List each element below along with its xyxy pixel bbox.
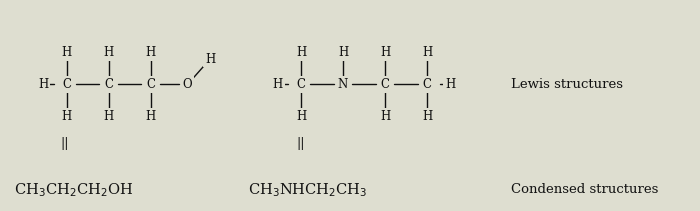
- Text: H: H: [62, 110, 71, 123]
- Text: C: C: [381, 78, 389, 91]
- Text: H: H: [296, 46, 306, 59]
- Text: H: H: [273, 78, 283, 91]
- Text: H: H: [422, 110, 432, 123]
- Text: CH$_3$CH$_2$CH$_2$OH: CH$_3$CH$_2$CH$_2$OH: [14, 181, 133, 199]
- Text: O: O: [183, 78, 193, 91]
- Text: H: H: [338, 46, 348, 59]
- Text: H: H: [422, 46, 432, 59]
- Text: CH$_3$NHCH$_2$CH$_3$: CH$_3$NHCH$_2$CH$_3$: [248, 181, 368, 199]
- Text: C: C: [62, 78, 71, 91]
- Text: H: H: [380, 110, 390, 123]
- Text: Lewis structures: Lewis structures: [511, 78, 623, 91]
- Text: H: H: [62, 46, 71, 59]
- Text: C: C: [104, 78, 113, 91]
- Text: ||: ||: [297, 137, 305, 150]
- Text: Condensed structures: Condensed structures: [511, 183, 659, 196]
- Text: C: C: [423, 78, 431, 91]
- Text: H: H: [146, 110, 155, 123]
- Text: N: N: [338, 78, 348, 91]
- Text: H: H: [296, 110, 306, 123]
- Text: ||: ||: [61, 137, 69, 150]
- Text: C: C: [146, 78, 155, 91]
- Text: H: H: [104, 110, 113, 123]
- Text: H: H: [380, 46, 390, 59]
- Text: H: H: [146, 46, 155, 59]
- Text: H: H: [445, 78, 455, 91]
- Text: H: H: [205, 53, 215, 66]
- Text: H: H: [104, 46, 113, 59]
- Text: C: C: [297, 78, 305, 91]
- Text: H: H: [38, 78, 48, 91]
